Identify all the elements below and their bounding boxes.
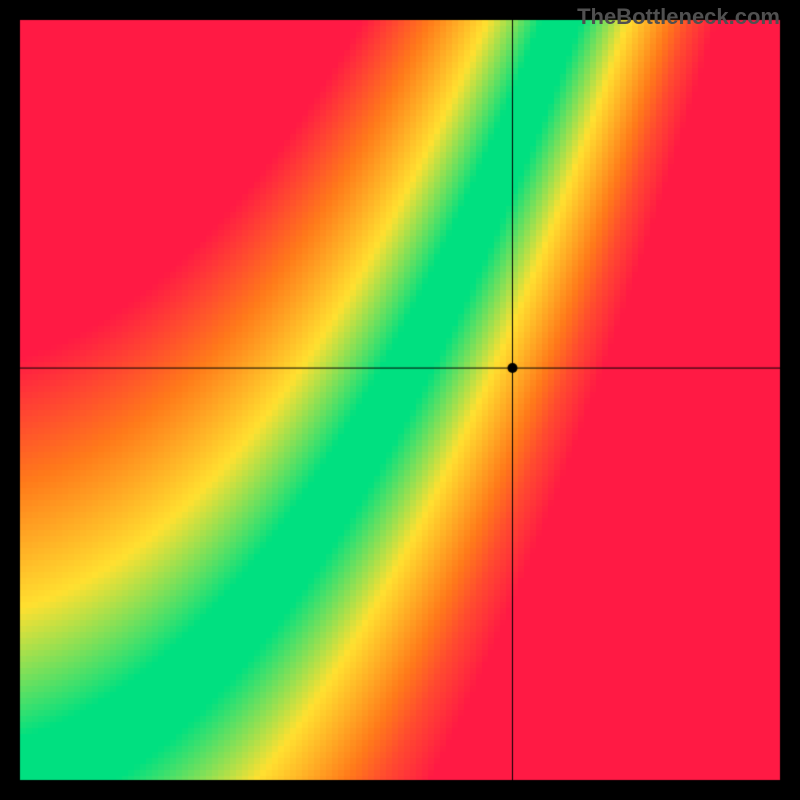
watermark-text: TheBottleneck.com <box>577 4 780 30</box>
heatmap-canvas <box>0 0 800 800</box>
chart-container: TheBottleneck.com <box>0 0 800 800</box>
